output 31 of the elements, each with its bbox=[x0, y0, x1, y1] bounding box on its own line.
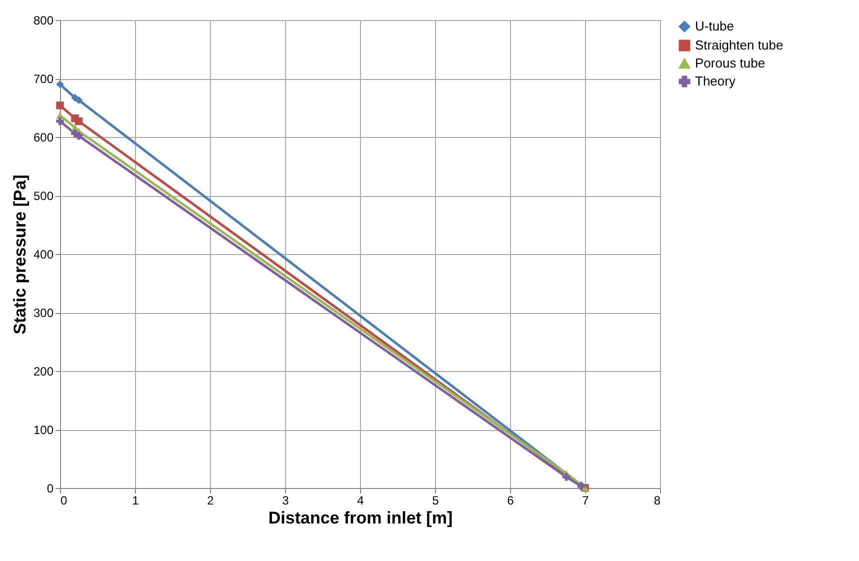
x-axis-title: Distance from inlet [m] bbox=[268, 508, 453, 528]
x-tick-label: 2 bbox=[207, 494, 214, 508]
point bbox=[74, 96, 83, 104]
point bbox=[74, 132, 83, 140]
x-tick-label: 3 bbox=[282, 494, 290, 508]
y-tick-label: 300 bbox=[33, 306, 54, 320]
point bbox=[56, 102, 64, 110]
x-tick-label: 6 bbox=[507, 494, 514, 508]
x-tick-label: 5 bbox=[432, 494, 440, 508]
point bbox=[562, 473, 570, 481]
legend-label: U-tube bbox=[695, 18, 734, 34]
point bbox=[56, 117, 64, 126]
x-tick-label: 0 bbox=[60, 494, 68, 508]
x-tick-label: 8 bbox=[654, 494, 661, 508]
point bbox=[56, 80, 64, 88]
legend-label: Straighten tube bbox=[695, 38, 784, 52]
y-tick-label: 700 bbox=[33, 72, 54, 86]
y-tick-label: 0 bbox=[46, 482, 54, 496]
x-tick-label: 1 bbox=[132, 494, 140, 508]
y-tick-label: 400 bbox=[33, 248, 54, 262]
legend-label: Theory bbox=[695, 74, 736, 88]
point bbox=[74, 117, 83, 126]
legend-label: Porous tube bbox=[695, 56, 766, 70]
y-tick-label: 800 bbox=[33, 14, 54, 28]
y-axis-title: Static pressure [Pa] bbox=[10, 174, 30, 334]
y-tick-label: 600 bbox=[33, 130, 54, 144]
x-tick-label: 7 bbox=[582, 494, 590, 508]
y-tick-label: 100 bbox=[33, 423, 54, 437]
y-tick-label: 500 bbox=[33, 189, 54, 203]
y-tick-label: 200 bbox=[33, 364, 54, 378]
x-tick-label: 4 bbox=[357, 494, 364, 508]
